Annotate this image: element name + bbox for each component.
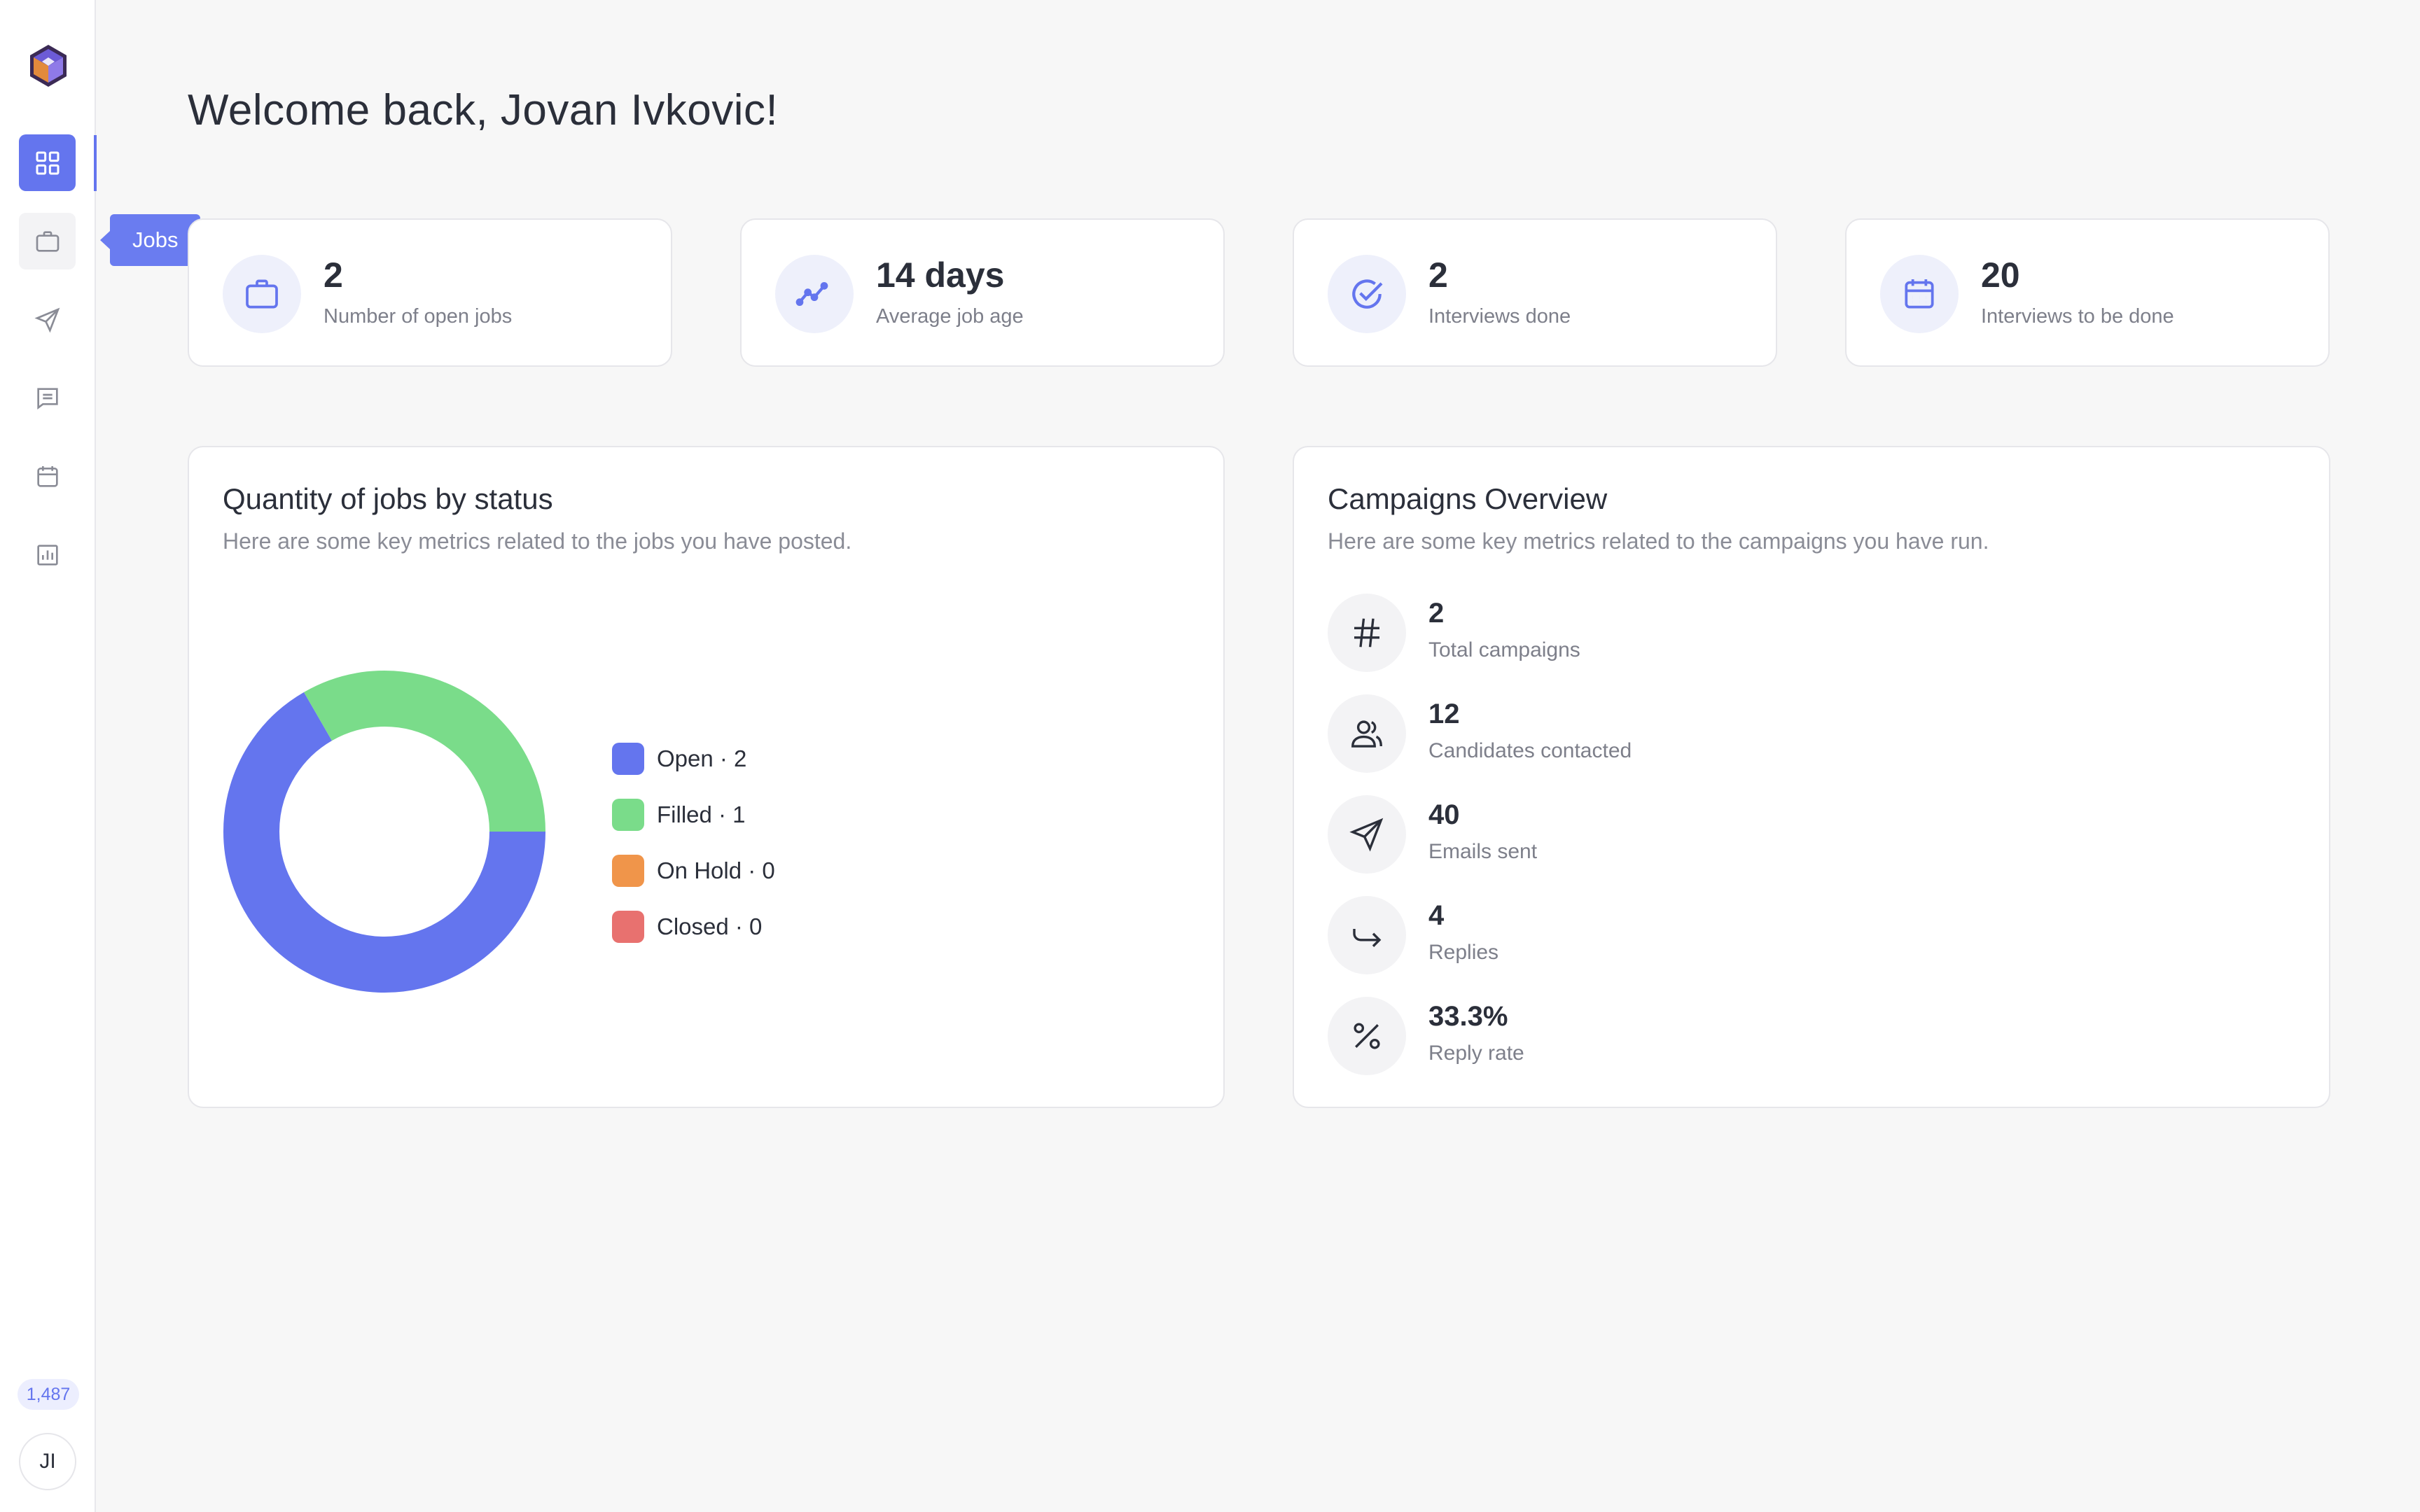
panel-title: Campaigns Overview xyxy=(1328,482,1608,515)
stat-value: 2 xyxy=(1428,255,1448,295)
reply-icon xyxy=(1328,896,1406,974)
sidebar-item-dashboard[interactable] xyxy=(19,134,76,191)
legend-swatch xyxy=(612,855,644,887)
sidebar-item-analytics[interactable] xyxy=(19,526,76,583)
users-icon xyxy=(1328,694,1406,773)
metric-total-campaigns: 2 Total campaigns xyxy=(1328,594,1958,672)
legend-item-open[interactable]: Open · 2 xyxy=(612,731,775,787)
credits-badge: 1,487 xyxy=(18,1379,79,1410)
legend-swatch xyxy=(612,799,644,831)
grid-icon xyxy=(36,151,59,174)
legend-label: Open · 2 xyxy=(657,746,747,771)
percent-icon xyxy=(1328,997,1406,1075)
metric-label: Candidates contacted xyxy=(1428,739,1632,762)
briefcase-icon xyxy=(223,255,301,333)
sidebar-item-calendar[interactable] xyxy=(19,448,76,505)
stat-card-average-job-age: 14 days Average job age xyxy=(740,218,1225,367)
sidebar-item-jobs[interactable] xyxy=(19,213,76,270)
metric-label: Emails sent xyxy=(1428,840,1538,863)
metric-candidates-contacted: 12 Candidates contacted xyxy=(1328,694,1958,773)
jobs-status-donut-chart xyxy=(223,671,545,993)
stat-label: Number of open jobs xyxy=(324,305,513,328)
metric-reply-rate: 33.3% Reply rate xyxy=(1328,997,1958,1075)
calendar-icon xyxy=(1880,255,1959,333)
avatar[interactable]: JI xyxy=(19,1433,76,1490)
chart-legend: Open · 2 Filled · 1 On Hold · 0 Closed · 0 xyxy=(612,731,775,955)
stat-card-interviews-done: 2 Interviews done xyxy=(1293,218,1777,367)
metric-value: 2 xyxy=(1428,598,1445,629)
active-indicator xyxy=(94,135,97,191)
stat-card-interviews-to-be-done: 20 Interviews to be done xyxy=(1845,218,2330,367)
jobs-by-status-panel: Quantity of jobs by status Here are some… xyxy=(188,446,1225,1108)
send-icon xyxy=(34,307,60,332)
hash-icon xyxy=(1328,594,1406,672)
legend-item-closed[interactable]: Closed · 0 xyxy=(612,899,775,955)
stat-value: 2 xyxy=(324,255,343,295)
legend-swatch xyxy=(612,911,644,943)
stat-value: 14 days xyxy=(876,255,1005,295)
legend-item-filled[interactable]: Filled · 1 xyxy=(612,787,775,843)
stat-label: Interviews done xyxy=(1428,305,1571,328)
donut-slice-open[interactable] xyxy=(223,692,545,993)
stat-value: 20 xyxy=(1981,255,2020,295)
page-title: Welcome back, Jovan Ivkovic! xyxy=(188,86,779,134)
metric-value: 40 xyxy=(1428,799,1460,830)
metric-label: Reply rate xyxy=(1428,1042,1524,1065)
sidebar-item-campaigns[interactable] xyxy=(19,291,76,348)
legend-item-on-hold[interactable]: On Hold · 0 xyxy=(612,843,775,899)
panel-subtitle: Here are some key metrics related to the… xyxy=(1328,528,1989,554)
check-circle-icon xyxy=(1328,255,1406,333)
panel-subtitle: Here are some key metrics related to the… xyxy=(223,528,852,554)
metric-label: Total campaigns xyxy=(1428,638,1580,662)
send-icon xyxy=(1328,795,1406,874)
app-logo[interactable] xyxy=(28,43,69,88)
donut-slice-filled[interactable] xyxy=(304,671,545,832)
campaigns-overview-panel: Campaigns Overview Here are some key met… xyxy=(1293,446,2330,1108)
metric-emails-sent: 40 Emails sent xyxy=(1328,795,1958,874)
calendar-icon xyxy=(36,465,58,487)
legend-swatch xyxy=(612,743,644,775)
stat-label: Average job age xyxy=(876,305,1024,328)
stat-label: Interviews to be done xyxy=(1981,305,2174,328)
message-icon xyxy=(36,387,58,410)
legend-label: Filled · 1 xyxy=(657,802,746,827)
briefcase-icon xyxy=(36,230,59,252)
metric-value: 33.3% xyxy=(1428,1001,1508,1032)
metric-replies: 4 Replies xyxy=(1328,896,1958,974)
panel-title: Quantity of jobs by status xyxy=(223,482,553,515)
legend-label: Closed · 0 xyxy=(657,913,763,939)
sidebar-item-messages[interactable] xyxy=(19,370,76,426)
metric-value: 4 xyxy=(1428,900,1445,931)
jobs-tooltip: Jobs xyxy=(99,214,201,266)
legend-label: On Hold · 0 xyxy=(657,858,775,883)
bar-chart-icon xyxy=(36,544,58,566)
metric-label: Replies xyxy=(1428,941,1499,964)
sidebar: 1,487 JI xyxy=(0,0,96,1512)
stat-card-open-jobs: 2 Number of open jobs xyxy=(188,218,672,367)
trend-line-icon xyxy=(775,255,854,333)
metric-value: 12 xyxy=(1428,699,1460,729)
